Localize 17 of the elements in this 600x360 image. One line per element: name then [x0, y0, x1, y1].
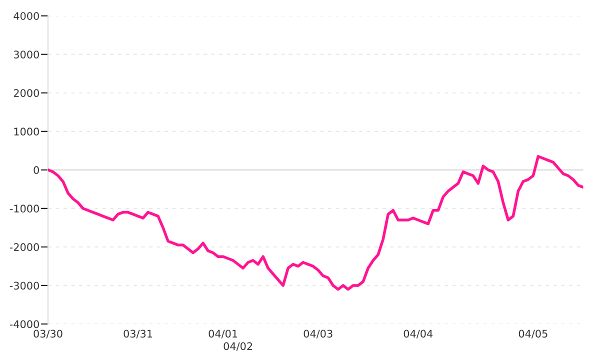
x-tick-label: 04/05	[518, 330, 548, 338]
y-tick-label: -1000	[10, 204, 39, 213]
y-tick-label: 2000	[14, 89, 39, 97]
x-tick-label: 03/30	[34, 330, 62, 338]
y-tick-label: 0	[34, 166, 39, 174]
y-tick-label: -4000	[10, 320, 39, 328]
y-tick-label: 1000	[14, 128, 39, 136]
y-tick-label: 3000	[14, 50, 39, 58]
y-tick-label: -2000	[10, 243, 39, 252]
line-series	[48, 155, 584, 291]
y-tick-label: -3000	[10, 282, 39, 290]
x-tick-label: 04/02	[224, 342, 252, 351]
x-tick-label: 04/01	[208, 330, 238, 338]
x-tick-label: 04/03	[304, 330, 332, 338]
x-tick-label: 04/04	[404, 330, 433, 338]
x-tick-label: 03/31	[124, 330, 152, 338]
y-tick-label: 4000	[14, 12, 39, 20]
